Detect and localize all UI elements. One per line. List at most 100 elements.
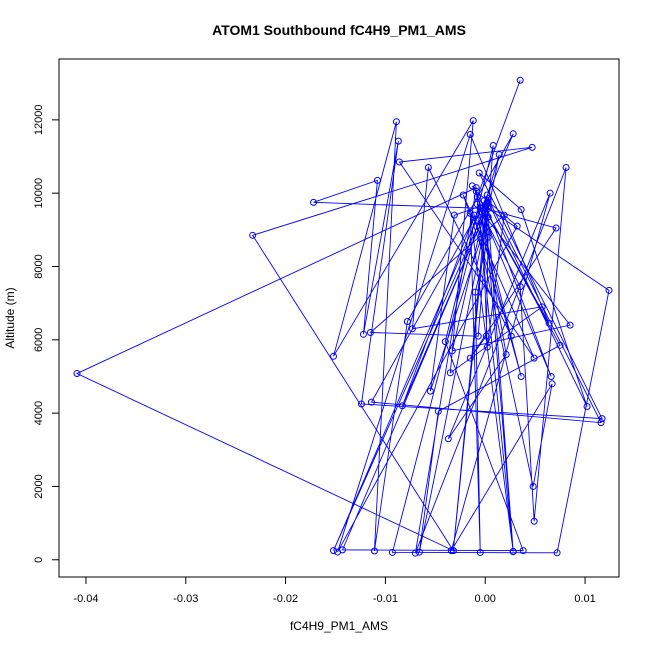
data-point	[394, 137, 402, 145]
data-point	[338, 546, 346, 554]
chart-title: ATOM1 Southbound fC4H9_PM1_AMS	[212, 22, 466, 38]
data-point	[474, 217, 482, 225]
data-point	[373, 176, 381, 184]
data-point	[517, 372, 525, 380]
data-point	[408, 325, 416, 333]
y-tick-label: 12000	[33, 105, 45, 136]
x-axis: -0.04 -0.03 -0.02 -0.01 0.00 0.01	[73, 576, 596, 605]
data-point	[597, 419, 605, 427]
y-axis: 0 2000 4000 6000 8000 10000 12000	[33, 105, 60, 563]
data-point	[388, 548, 396, 556]
data-point	[392, 118, 400, 126]
data-point	[366, 328, 374, 336]
data-point	[483, 343, 491, 351]
x-tick-label: 0.01	[574, 593, 595, 605]
data-point	[424, 164, 432, 172]
data-point	[556, 341, 564, 349]
x-tick-label: -0.03	[173, 593, 198, 605]
data-point	[446, 369, 454, 377]
series-line	[75, 80, 610, 554]
data-point	[484, 233, 492, 241]
data-point	[469, 117, 477, 125]
data-point	[310, 198, 318, 206]
data-point	[605, 286, 613, 294]
y-tick-label: 10000	[33, 178, 45, 209]
x-tick-label: -0.01	[373, 593, 398, 605]
data-point	[502, 350, 510, 358]
data-point	[529, 482, 537, 490]
data-point	[370, 547, 378, 555]
y-tick-label: 0	[33, 557, 45, 563]
data-point	[552, 224, 560, 232]
data-point	[484, 205, 492, 213]
data-point	[330, 352, 338, 360]
data-point	[470, 211, 478, 219]
data-point	[395, 158, 403, 166]
data-point	[466, 131, 474, 139]
data-point	[489, 142, 497, 150]
data-point	[495, 151, 503, 159]
data-point	[530, 354, 538, 362]
y-tick-label: 8000	[33, 254, 45, 278]
data-point	[450, 211, 458, 219]
data-point	[447, 547, 455, 555]
data-point	[471, 288, 479, 296]
data-point	[426, 387, 434, 395]
data-point	[477, 208, 485, 215]
data-point	[500, 211, 508, 219]
data-point	[516, 283, 524, 291]
data-point	[449, 547, 457, 555]
data-point	[553, 549, 561, 557]
plot-frame	[58, 58, 620, 578]
data-point	[484, 202, 492, 210]
data-point	[459, 191, 467, 199]
x-tick-label: -0.02	[273, 593, 298, 605]
data-point	[482, 332, 490, 340]
data-point	[480, 197, 488, 205]
data-point	[484, 213, 492, 221]
data-point	[466, 354, 474, 362]
data-point	[434, 407, 442, 415]
data-point	[516, 76, 524, 84]
data-point	[466, 209, 474, 217]
data-point	[598, 415, 606, 423]
y-tick-label: 4000	[33, 401, 45, 425]
y-tick-label: 2000	[33, 474, 45, 498]
data-point	[411, 549, 419, 557]
series-layer	[73, 76, 613, 557]
data-point	[545, 319, 553, 327]
data-point	[507, 332, 515, 340]
data-point	[566, 321, 574, 329]
data-point	[472, 184, 480, 192]
data-point	[475, 169, 483, 177]
data-point	[548, 380, 556, 388]
data-point	[509, 548, 517, 556]
data-point	[482, 200, 490, 208]
data-point	[398, 402, 406, 410]
data-point	[509, 130, 517, 138]
data-point	[249, 231, 257, 239]
data-point	[474, 332, 482, 340]
data-point	[444, 435, 452, 443]
data-point	[562, 164, 570, 172]
data-point	[359, 330, 367, 338]
x-axis-label: fC4H9_PM1_AMS	[290, 619, 388, 633]
data-point	[528, 143, 536, 151]
x-tick-label: -0.04	[73, 593, 98, 605]
data-point	[448, 347, 456, 355]
data-point	[441, 338, 449, 346]
data-point	[468, 182, 476, 190]
data-point	[483, 191, 491, 199]
data-point	[73, 370, 81, 378]
data-point	[519, 547, 527, 555]
data-point	[547, 372, 555, 380]
data-point	[357, 400, 365, 408]
data-point	[546, 189, 554, 197]
data-point	[472, 187, 480, 195]
data-point	[583, 403, 591, 411]
y-tick-label: 6000	[33, 328, 45, 352]
data-point	[513, 222, 521, 230]
y-axis-label: Altitude (m)	[3, 287, 17, 348]
data-point	[476, 548, 484, 556]
